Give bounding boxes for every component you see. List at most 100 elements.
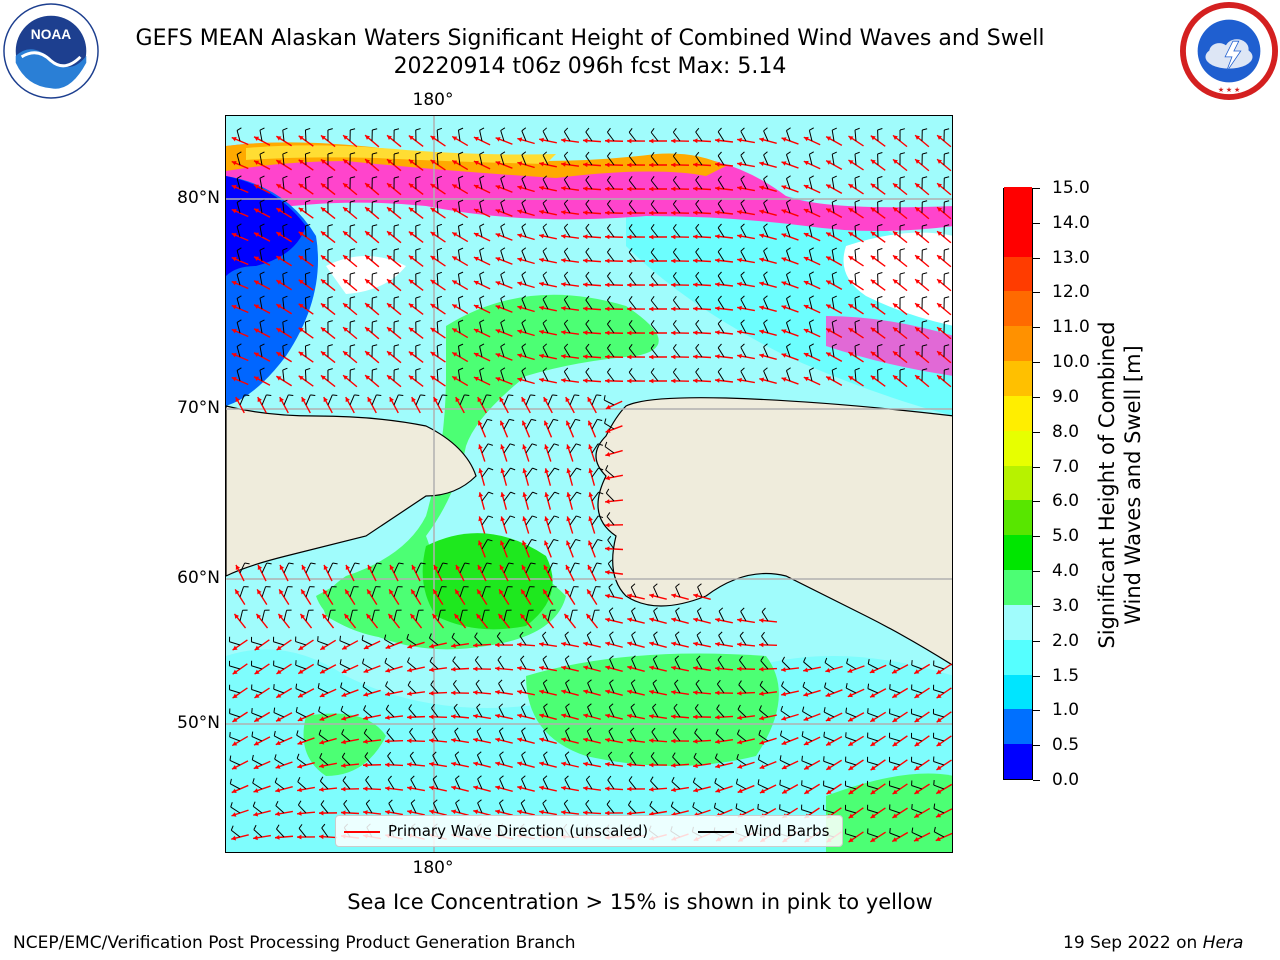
wind-barb	[607, 755, 615, 766]
wind-barb	[319, 757, 329, 766]
wave-direction-arrowhead	[826, 256, 832, 261]
wind-barb-flag	[586, 727, 592, 732]
wave-direction-arrowhead	[407, 809, 413, 815]
wave-direction-arrowhead	[363, 668, 369, 673]
wind-barb-flag	[552, 394, 558, 397]
wave-direction-arrowhead	[320, 669, 326, 674]
wave-direction-arrowhead	[892, 303, 898, 308]
wind-barb	[429, 637, 439, 646]
wind-barb	[437, 586, 443, 598]
wind-barb-flag	[563, 295, 569, 300]
wind-barb	[563, 251, 571, 262]
wind-barb-flag	[327, 248, 333, 251]
wave-direction-arrowhead	[583, 689, 589, 695]
wind-barb	[433, 802, 439, 814]
wave-direction-arrowhead	[473, 666, 478, 672]
wave-direction-arrowhead	[870, 207, 876, 213]
wind-barb-flag	[809, 367, 814, 371]
wind-barb-flag	[763, 319, 768, 324]
wind-barb	[717, 155, 725, 166]
wave-direction-arrowhead	[539, 329, 544, 335]
wind-barb	[320, 804, 329, 814]
wind-barb	[808, 346, 813, 358]
wind-barb	[779, 759, 791, 766]
wind-barb	[455, 802, 461, 814]
wave-direction-arrowhead	[848, 184, 854, 189]
wind-barb-flag	[763, 271, 768, 276]
wave-direction-arrowhead	[737, 690, 742, 696]
wind-barb-flag	[244, 562, 250, 565]
wind-barb	[251, 736, 263, 742]
wind-barb-flag	[282, 367, 288, 371]
wind-barb-flag	[628, 200, 633, 205]
wave-direction-arrowhead	[430, 303, 436, 309]
colorbar-tick	[1033, 431, 1040, 433]
wind-barb-flag	[327, 344, 333, 347]
wind-barb-flag	[911, 827, 914, 833]
wave-direction-arrowhead	[561, 258, 566, 263]
wind-barb	[503, 610, 508, 622]
wave-direction-arrowhead	[408, 351, 414, 357]
wave-direction-arrowhead	[257, 397, 262, 403]
wave-direction-arrowhead	[937, 135, 942, 140]
colorbar-tick-label: 1.0	[1052, 700, 1080, 721]
wave-direction-arrowhead	[539, 161, 544, 167]
wave-direction-arrowhead	[389, 564, 395, 570]
wind-barb-flag	[542, 343, 548, 348]
wind-barb	[432, 755, 439, 766]
wave-direction-arrowhead	[235, 564, 241, 570]
wave-direction-arrowhead	[892, 231, 898, 236]
wind-barb-flag	[786, 367, 791, 371]
wave-direction-arrowhead	[517, 281, 523, 287]
wind-barb-flag	[899, 248, 906, 251]
wave-direction-arrowhead	[693, 617, 699, 623]
wave-direction-arrowhead	[320, 327, 326, 333]
wave-direction-arrowhead	[870, 765, 876, 771]
wave-direction-arrowhead	[231, 352, 237, 358]
wind-barb	[457, 226, 461, 238]
wave-direction-arrowhead	[478, 468, 484, 474]
wave-direction-arrowhead	[870, 351, 876, 357]
wind-barb	[628, 180, 637, 190]
wind-barb	[672, 732, 681, 742]
wave-direction-arrowhead	[323, 397, 328, 403]
wave-direction-arrowhead	[803, 740, 809, 746]
colorbar-band	[1004, 569, 1032, 605]
wind-barb-flag	[899, 200, 906, 203]
wave-direction-arrowhead	[499, 564, 505, 570]
wind-barb	[542, 178, 549, 190]
wave-direction-arrowhead	[671, 738, 676, 744]
wind-barb-flag	[407, 657, 410, 663]
wind-barb	[831, 274, 835, 286]
wind-barb-flag	[453, 703, 458, 709]
wind-barb	[911, 832, 923, 838]
wave-direction-arrowhead	[671, 641, 677, 647]
wave-direction-arrowhead	[539, 809, 544, 815]
wave-direction-arrowhead	[232, 693, 238, 699]
footer-host: Hera	[1202, 933, 1244, 953]
wind-barb	[503, 394, 509, 406]
wave-direction-arrowhead	[473, 136, 479, 142]
wave-direction-arrowhead	[495, 305, 501, 310]
wind-barb	[459, 394, 465, 406]
wind-barb	[393, 562, 400, 574]
wind-barb	[304, 321, 307, 334]
wave-direction-arrowhead	[892, 375, 898, 380]
wind-barb	[650, 300, 659, 310]
legend: Primary Wave Direction (unscaled) Wind B…	[335, 815, 843, 847]
wind-barb	[867, 832, 879, 838]
wave-direction-arrowhead	[473, 256, 479, 262]
wind-barb-flag	[608, 703, 614, 708]
wind-barb-flag	[597, 443, 603, 446]
wave-direction-arrowhead	[539, 257, 544, 263]
wave-direction-arrowhead	[671, 665, 676, 671]
wave-direction-arrowhead	[473, 160, 479, 166]
wave-direction-arrowhead	[826, 376, 832, 381]
wave-direction-arrowhead	[561, 234, 566, 239]
wave-direction-arrowhead	[627, 354, 632, 360]
wave-direction-arrowhead	[320, 375, 326, 381]
wind-barb-flag	[587, 679, 592, 684]
wave-direction-arrowhead	[517, 137, 523, 143]
wind-barb	[714, 807, 725, 814]
wind-barb-flag	[398, 394, 404, 397]
